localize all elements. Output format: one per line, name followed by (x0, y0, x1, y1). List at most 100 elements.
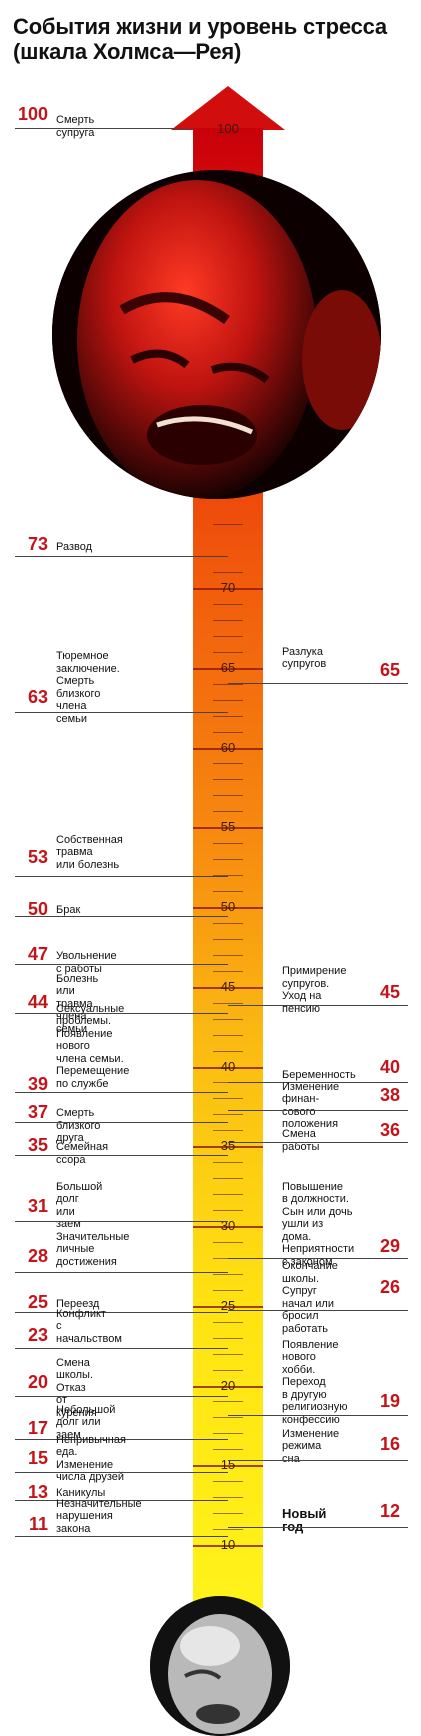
event-label: Непривычная еда. Изменение числа друзей (56, 1433, 126, 1484)
event-label: Изменение режима сна (282, 1427, 340, 1465)
event-stress-value: 26 (380, 1277, 401, 1297)
scale-tick (193, 1545, 263, 1547)
event-leader-line (15, 1536, 228, 1537)
event-stress-value: 36 (380, 1120, 401, 1140)
event-label: Смена школы. Отказ от курения (56, 1356, 97, 1419)
event-stress-value: 17 (27, 1418, 48, 1438)
event-label: Смерть близкого друга (56, 1107, 101, 1144)
scale-tick (193, 747, 263, 750)
event-stress-value: 47 (27, 944, 48, 964)
event-label: Каникулы (56, 1487, 106, 1499)
scale-tick (213, 1241, 243, 1243)
scale-tick (213, 1417, 243, 1419)
scale-tick (213, 635, 243, 637)
event-leader-line (15, 1155, 228, 1156)
scale-tick (193, 907, 263, 909)
event-label: Смерть супруга (56, 114, 95, 139)
event-stress-value: 63 (27, 687, 48, 707)
scale-tick (213, 970, 243, 972)
event-leader-line (228, 1258, 408, 1259)
scale-tick (213, 1210, 243, 1212)
scale-tick (213, 1178, 243, 1180)
event-label: Увольнение с работы (56, 950, 117, 975)
event-stress-value: 65 (380, 660, 401, 680)
scale-tick (213, 1449, 243, 1451)
event-label: Семейная ссора (56, 1141, 109, 1166)
event-leader-line (228, 1415, 408, 1416)
event-stress-value: 23 (27, 1325, 48, 1345)
event-label: Тюремное заключение. Смерть близкого чле… (56, 650, 120, 725)
event-label: Разлука супругов (282, 645, 327, 671)
scale-tick (213, 1529, 243, 1531)
scale-label: 20 (220, 1377, 236, 1393)
event-label: Повышение в должности. Сын или дочь ушли… (282, 1180, 355, 1268)
event-stress-value: 35 (27, 1135, 48, 1155)
page-title: События жизни и уровень стресса (шкала Х… (13, 14, 387, 64)
scale-label: 25 (220, 1297, 236, 1313)
scale-tick (213, 763, 243, 765)
event-stress-value: 50 (27, 899, 48, 919)
scale-tick (213, 1401, 243, 1403)
event-label: Смена работы (282, 1128, 320, 1153)
scale-tick (213, 1369, 243, 1371)
event-leader-line (15, 128, 190, 129)
event-label: Переезд (56, 1298, 100, 1310)
event-leader-line (228, 1082, 408, 1083)
scale-tick (193, 1226, 263, 1228)
event-label: Незначительные нарушения закона (56, 1497, 142, 1535)
event-label: Небольшой долг или заем (56, 1403, 116, 1441)
scale-tick (193, 986, 263, 989)
scale-label: 55 (220, 819, 236, 835)
scale-tick (213, 1353, 243, 1355)
scale-tick (213, 603, 243, 605)
event-leader-line (15, 1439, 228, 1440)
scale-tick (213, 1273, 243, 1275)
event-label: Брак (56, 904, 81, 916)
event-leader-line (15, 556, 228, 557)
event-label: Новый год (282, 1506, 327, 1534)
event-stress-value: 73 (27, 534, 48, 554)
scale-tick (213, 1433, 243, 1435)
scale-tick (213, 1513, 243, 1515)
scale-tick (213, 938, 243, 940)
event-leader-line (15, 916, 228, 917)
event-label: Окончание школы. Супруг начал или бросил… (282, 1260, 338, 1335)
event-leader-line (15, 1312, 228, 1313)
scale-tick (213, 715, 243, 717)
event-leader-line (15, 1500, 228, 1501)
event-label: Большой долг или заем (56, 1180, 103, 1231)
scale-tick (213, 1114, 243, 1116)
event-leader-line (15, 876, 228, 877)
scale-tick (213, 1098, 243, 1100)
scale-tick (193, 1385, 263, 1388)
scale-tick (213, 1002, 243, 1004)
scale-tick (213, 922, 243, 924)
scale-tick (213, 859, 243, 861)
event-leader-line (15, 1092, 228, 1093)
calm-face-photo (150, 1596, 290, 1736)
event-leader-line (228, 1005, 408, 1006)
scale-tick (213, 1497, 243, 1499)
scale-tick (213, 651, 243, 653)
stressed-face-photo (52, 170, 381, 499)
scale-tick (193, 667, 263, 670)
event-leader-line (15, 712, 228, 713)
event-label: Развод (56, 541, 93, 553)
scale-tick (213, 891, 243, 893)
scale-tick (213, 1289, 243, 1291)
scale-tick (213, 1321, 243, 1323)
scale-tick (213, 1337, 243, 1339)
event-stress-value: 44 (27, 992, 48, 1012)
scale-tick (193, 827, 263, 830)
scale-tick (213, 1130, 243, 1132)
scale-tick (213, 619, 243, 621)
event-leader-line (228, 1527, 408, 1528)
scale-label: 65 (220, 659, 236, 675)
event-stress-value: 13 (27, 1482, 48, 1502)
scale-tick (213, 572, 243, 574)
event-stress-value: 11 (28, 1514, 48, 1534)
event-label: Сексуальные проблемы. Появление нового ч… (56, 1002, 130, 1090)
scale-label: 10 (220, 1537, 236, 1552)
event-leader-line (228, 1110, 408, 1111)
